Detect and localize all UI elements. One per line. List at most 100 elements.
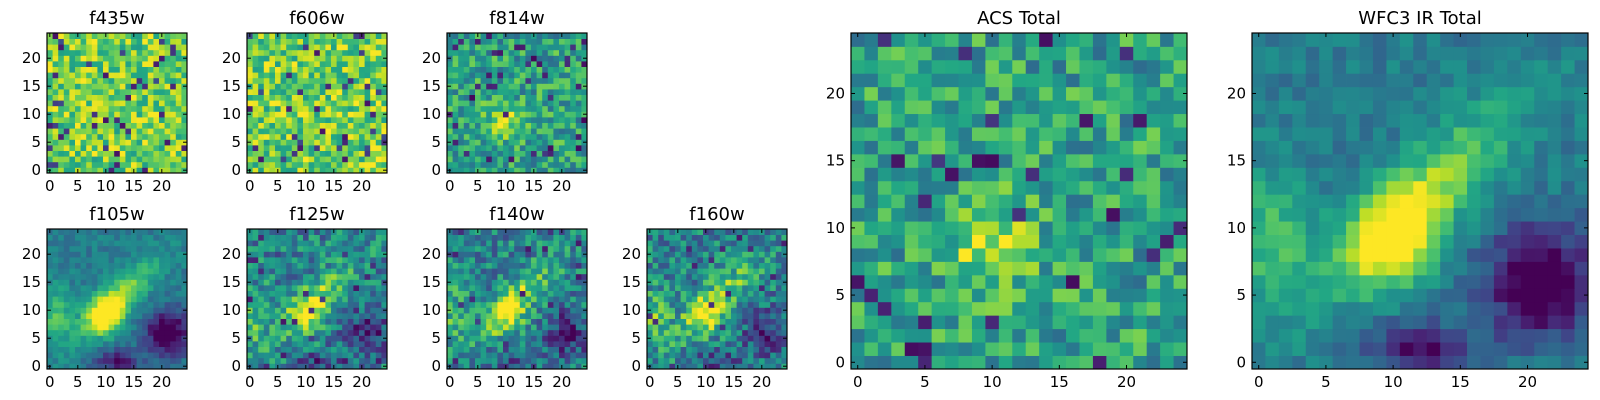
heatmap-cell: [753, 324, 760, 331]
heatmap-cell: [114, 156, 121, 163]
heatmap-cell: [469, 55, 476, 62]
heatmap-cell: [308, 83, 315, 90]
heatmap-cell: [291, 44, 298, 51]
heatmap-cell: [570, 111, 577, 118]
heatmap-cell: [480, 167, 487, 174]
heatmap-cell: [486, 352, 493, 359]
heatmap-cell: [480, 329, 487, 336]
heatmap-cell: [159, 296, 165, 303]
heatmap-cell: [475, 341, 481, 347]
heatmap-cell: [125, 313, 132, 319]
heatmap-cell: [469, 229, 476, 235]
heatmap-cell: [303, 352, 309, 359]
heatmap-cell: [525, 251, 532, 258]
heatmap-cell: [542, 167, 549, 174]
heatmap-cell: [319, 100, 326, 107]
heatmap-cell: [971, 261, 986, 276]
heatmap-cell: [247, 268, 253, 275]
heatmap-cell: [559, 301, 565, 308]
heatmap-cell: [553, 122, 560, 129]
heatmap-cell: [497, 133, 504, 140]
heatmap-cell: [97, 307, 104, 314]
heatmap-cell: [258, 161, 265, 168]
heatmap-cell: [131, 89, 137, 95]
heatmap-cell: [764, 301, 771, 308]
heatmap-cell: [675, 268, 681, 275]
heatmap-cell: [486, 341, 493, 347]
heatmap-cell: [136, 167, 143, 174]
heatmap-cell: [247, 117, 253, 123]
heatmap-cell: [97, 61, 104, 67]
heatmap-cell: [103, 262, 109, 269]
heatmap-cell: [269, 290, 276, 297]
heatmap-cell: [131, 44, 137, 51]
heatmap-cell: [958, 194, 973, 209]
heatmap-cell: [553, 100, 560, 107]
heatmap-cell: [971, 221, 986, 235]
heatmap-cell: [675, 346, 681, 353]
x-tick-label: 5: [273, 177, 283, 195]
heatmap-cell: [708, 341, 715, 347]
heatmap-cell: [480, 122, 487, 129]
heatmap-cell: [675, 296, 681, 303]
heatmap-cell: [775, 357, 782, 364]
heatmap-cell: [175, 301, 182, 308]
heatmap-cell: [458, 313, 465, 319]
heatmap-cell: [114, 83, 121, 90]
heatmap-cell: [175, 234, 182, 241]
heatmap-cell: [669, 346, 676, 353]
heatmap-cell: [525, 363, 532, 370]
heatmap-cell: [491, 94, 498, 101]
heatmap-cell: [47, 156, 53, 163]
heatmap-cell: [336, 133, 343, 140]
heatmap-cell: [469, 33, 476, 39]
heatmap-cell: [342, 296, 349, 303]
heatmap-cell: [663, 363, 670, 370]
heatmap-cell: [342, 44, 349, 51]
heatmap-cell: [375, 156, 382, 163]
heatmap-cell: [691, 229, 698, 235]
heatmap-cell: [447, 128, 453, 135]
heatmap-cell: [447, 301, 453, 308]
heatmap-cell: [491, 307, 498, 314]
heatmap-cell: [63, 352, 70, 359]
heatmap-cell: [525, 44, 532, 51]
heatmap-cell: [63, 55, 70, 62]
heatmap-cell: [864, 301, 879, 316]
heatmap-cell: [447, 240, 453, 247]
heatmap-cell: [647, 346, 653, 353]
heatmap-cell: [308, 161, 315, 168]
heatmap-cell: [297, 324, 304, 331]
heatmap-cell: [275, 341, 281, 347]
heatmap-cell: [547, 341, 554, 347]
heatmap-cell: [280, 341, 287, 347]
heatmap-cell: [336, 240, 343, 247]
heatmap-cell: [136, 161, 143, 168]
heatmap-cell: [497, 234, 504, 241]
heatmap-cell: [564, 133, 571, 140]
heatmap-cell: [331, 100, 337, 107]
heatmap-cell: [1160, 234, 1174, 249]
heatmap-cell: [547, 307, 554, 314]
heatmap-cell: [91, 49, 98, 56]
heatmap-cell: [342, 83, 349, 90]
heatmap-cell: [570, 324, 577, 331]
heatmap-cell: [891, 248, 906, 262]
heatmap-cell: [80, 61, 87, 67]
heatmap-cell: [475, 234, 481, 241]
heatmap-cell: [275, 307, 281, 314]
heatmap-cell: [286, 117, 293, 123]
heatmap-cell: [108, 167, 115, 174]
heatmap-cell: [131, 251, 137, 258]
heatmap-cell: [1039, 194, 1053, 209]
heatmap-cell: [564, 44, 571, 51]
heatmap-cell: [531, 133, 537, 140]
heatmap-cell: [263, 44, 270, 51]
heatmap-cell: [331, 329, 337, 336]
heatmap-cell: [286, 301, 293, 308]
heatmap-cell: [514, 234, 521, 241]
heatmap-cell: [514, 100, 521, 107]
heatmap-cell: [86, 329, 93, 336]
heatmap-cell: [342, 234, 349, 241]
heatmap-cell: [775, 329, 782, 336]
